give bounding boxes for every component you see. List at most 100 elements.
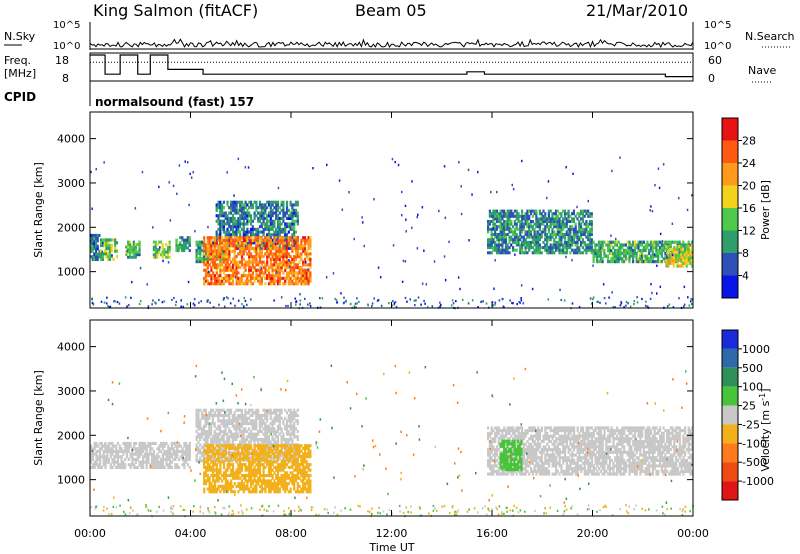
- heatmap-cell: [309, 247, 312, 251]
- heatmap-cell: [641, 254, 644, 258]
- heatmap-cell: [667, 264, 670, 268]
- heatmap-cell: [510, 209, 513, 213]
- heatmap-cell: [280, 227, 283, 231]
- heatmap-cell: [110, 243, 113, 248]
- heatmap-cell: [199, 443, 202, 447]
- heatmap-cell: [284, 279, 287, 283]
- heatmap-cell: [521, 235, 524, 239]
- heatmap-cell: [293, 282, 296, 286]
- heatmap-cell: [307, 282, 310, 286]
- heatmap-cell: [134, 248, 137, 252]
- heatmap-cell: [183, 449, 186, 453]
- heatmap-cell: [226, 482, 229, 486]
- heatmap-cell: [294, 411, 298, 415]
- heatmap-cell: [562, 243, 565, 247]
- heatmap-cell: [669, 258, 672, 263]
- heatmap-cell: [581, 212, 584, 216]
- heatmap-cell: [649, 243, 653, 247]
- heatmap-cell: [503, 235, 506, 239]
- heatmap-cell: [547, 230, 550, 234]
- heatmap-cell: [215, 474, 218, 478]
- heatmap-cell: [257, 255, 260, 259]
- heatmap-cell: [249, 236, 253, 240]
- heatmap-cell: [487, 251, 490, 255]
- heatmap-cell: [231, 438, 234, 442]
- heatmap-cell: [567, 233, 570, 236]
- heatmap-cell: [251, 419, 254, 423]
- heatmap-cell: [264, 422, 267, 426]
- heatmap-cell: [393, 303, 396, 306]
- heatmap-cell: [90, 247, 93, 251]
- heatmap-cell: [127, 255, 130, 259]
- heatmap-cell: [377, 266, 380, 269]
- heatmap-cell: [145, 457, 148, 461]
- heatmap-cell: [127, 441, 130, 445]
- heatmap-cell: [224, 452, 227, 456]
- heatmap-cell: [560, 238, 563, 242]
- heatmap-cell: [533, 233, 536, 236]
- heatmap-cell: [537, 243, 540, 247]
- heatmap-cell: [197, 246, 200, 250]
- heatmap-cell: [138, 441, 141, 445]
- heatmap-cell: [240, 227, 244, 231]
- heatmap-cell: [257, 260, 260, 264]
- heatmap-cell: [212, 257, 215, 261]
- heatmap-cell: [273, 479, 276, 483]
- heatmap-cell: [253, 476, 256, 480]
- heatmap-cell: [269, 249, 272, 253]
- heatmap-cell: [424, 302, 426, 305]
- heatmap-cell: [494, 230, 497, 234]
- heatmap-cell: [294, 211, 298, 215]
- heatmap-cell: [282, 445, 285, 449]
- heatmap-cell: [264, 271, 267, 275]
- heatmap-cell: [221, 219, 224, 223]
- heatmap-cell: [228, 414, 231, 418]
- heatmap-cell: [217, 214, 220, 218]
- heatmap-cell: [161, 457, 164, 461]
- heatmap-cell: [388, 302, 390, 305]
- heatmap-cell: [100, 252, 103, 256]
- heatmap-cell: [266, 457, 269, 461]
- heatmap-cell: [275, 263, 278, 267]
- heatmap-cell: [278, 276, 281, 280]
- heatmap-cell: [255, 427, 258, 431]
- heatmap-cell: [111, 441, 114, 445]
- heatmap-cell: [244, 479, 247, 483]
- heatmap-cell: [273, 440, 276, 444]
- heatmap-cell: [494, 248, 497, 252]
- heatmap-cell: [217, 476, 220, 480]
- heatmap-cell: [276, 487, 280, 491]
- heatmap-cell: [287, 282, 290, 286]
- heatmap-cell: [275, 274, 278, 278]
- heatmap-cell: [262, 247, 265, 251]
- heatmap-cell: [660, 251, 663, 255]
- heatmap-cell: [285, 274, 289, 278]
- heatmap-cell: [690, 303, 693, 306]
- heatmap-cell: [111, 452, 114, 456]
- heatmap-cell: [99, 460, 102, 464]
- heatmap-cell: [231, 279, 235, 283]
- heatmap-cell: [204, 411, 207, 415]
- heatmap-cell: [619, 304, 622, 307]
- heatmap-cell: [269, 416, 272, 420]
- heatmap-cell: [100, 441, 103, 445]
- heatmap-cell: [276, 238, 278, 241]
- heatmap-cell: [100, 243, 103, 248]
- heatmap-cell: [583, 222, 586, 226]
- heatmap-cell: [574, 222, 577, 226]
- heatmap-cell: [215, 263, 218, 267]
- heatmap-cell: [371, 302, 374, 305]
- heatmap-cell: [273, 252, 276, 256]
- heatmap-cell: [222, 257, 226, 261]
- heatmap-cell: [145, 452, 148, 456]
- heatmap-cell: [212, 452, 215, 456]
- heatmap-cell: [215, 266, 218, 270]
- heatmap-cell: [172, 457, 175, 461]
- heatmap-cell: [504, 222, 508, 226]
- heatmap-cell: [186, 444, 190, 448]
- heatmap-cell: [220, 422, 223, 426]
- heatmap-cell: [361, 216, 363, 219]
- heatmap-cell: [257, 444, 260, 448]
- heatmap-cell: [96, 257, 99, 261]
- heatmap-cell: [267, 460, 271, 464]
